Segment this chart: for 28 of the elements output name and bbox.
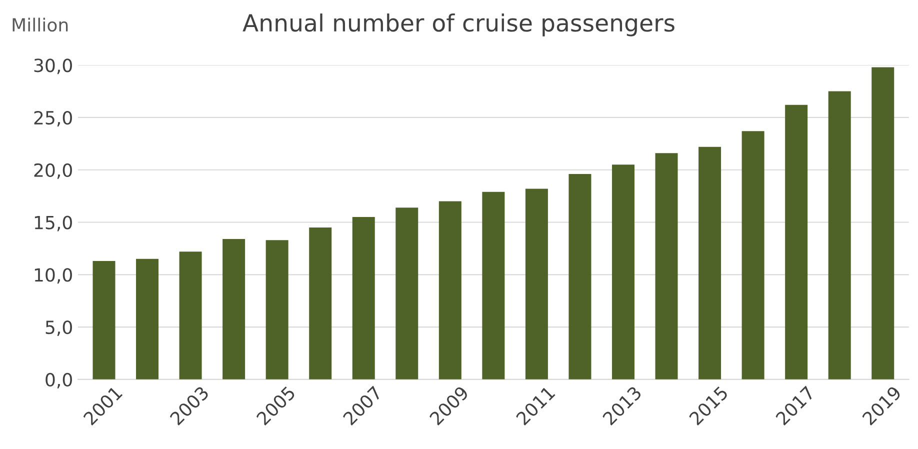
- bar: [828, 91, 851, 380]
- bar: [438, 201, 462, 380]
- bar: [525, 188, 548, 380]
- bar: [179, 252, 202, 380]
- y-tick-label: 10,0: [34, 268, 72, 284]
- y-tick-label: 0,0: [46, 372, 72, 388]
- y-tick-label: 5,0: [46, 320, 72, 336]
- y-axis-title: Million: [12, 18, 68, 32]
- bar: [612, 164, 634, 380]
- bar: [785, 104, 808, 380]
- bar: [742, 131, 764, 380]
- y-tick-label: 20,0: [34, 163, 72, 179]
- bar: [872, 67, 894, 380]
- bar: [136, 258, 159, 380]
- bar: [698, 146, 722, 380]
- y-tick-label: 15,0: [34, 216, 72, 232]
- chart-title: Annual number of cruise passengers: [242, 13, 674, 36]
- y-tick-label: 25,0: [34, 110, 72, 126]
- y-tick-label: 30,0: [34, 58, 72, 74]
- bar: [396, 208, 418, 380]
- bar: [92, 261, 116, 380]
- bar: [222, 239, 246, 380]
- bar: [309, 227, 332, 380]
- bar: [482, 192, 505, 380]
- bar: [568, 174, 592, 380]
- bar: [266, 240, 288, 380]
- bar: [352, 217, 375, 380]
- bar: [655, 153, 678, 380]
